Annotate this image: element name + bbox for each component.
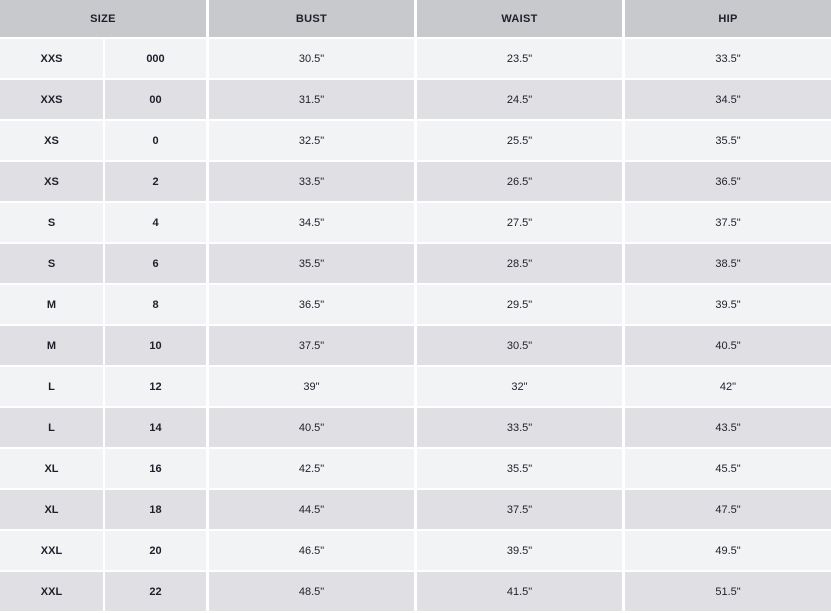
size-letter-cell: M — [0, 285, 105, 326]
table-row: XXS 000 30.5" 23.5" 33.5" — [0, 39, 831, 80]
waist-cell: 32" — [417, 367, 625, 408]
header-row: SIZE BUST WAIST HIP — [0, 0, 831, 39]
hip-cell: 47.5" — [625, 490, 831, 531]
size-number-cell: 20 — [105, 531, 209, 572]
size-letter-cell: L — [0, 367, 105, 408]
waist-cell: 33.5" — [417, 408, 625, 449]
hip-cell: 36.5" — [625, 162, 831, 203]
waist-cell: 39.5" — [417, 531, 625, 572]
bust-cell: 36.5" — [209, 285, 417, 326]
waist-cell: 27.5" — [417, 203, 625, 244]
size-letter-cell: M — [0, 326, 105, 367]
table-row: S 6 35.5" 28.5" 38.5" — [0, 244, 831, 285]
size-letter-cell: XS — [0, 162, 105, 203]
hip-cell: 38.5" — [625, 244, 831, 285]
size-number-cell: 6 — [105, 244, 209, 285]
waist-cell: 29.5" — [417, 285, 625, 326]
size-letter-cell: XS — [0, 121, 105, 162]
table-row: XXS 00 31.5" 24.5" 34.5" — [0, 80, 831, 121]
bust-cell: 44.5" — [209, 490, 417, 531]
size-number-cell: 00 — [105, 80, 209, 121]
bust-cell: 48.5" — [209, 572, 417, 613]
hip-cell: 40.5" — [625, 326, 831, 367]
table-row: XS 0 32.5" 25.5" 35.5" — [0, 121, 831, 162]
hip-cell: 33.5" — [625, 39, 831, 80]
table-row: L 14 40.5" 33.5" 43.5" — [0, 408, 831, 449]
header-waist: WAIST — [417, 0, 625, 39]
header-size: SIZE — [0, 0, 209, 39]
waist-cell: 41.5" — [417, 572, 625, 613]
bust-cell: 32.5" — [209, 121, 417, 162]
size-number-cell: 18 — [105, 490, 209, 531]
bust-cell: 34.5" — [209, 203, 417, 244]
bust-cell: 31.5" — [209, 80, 417, 121]
bust-cell: 30.5" — [209, 39, 417, 80]
size-number-cell: 2 — [105, 162, 209, 203]
size-letter-cell: XXL — [0, 531, 105, 572]
waist-cell: 28.5" — [417, 244, 625, 285]
size-number-cell: 14 — [105, 408, 209, 449]
size-letter-cell: S — [0, 203, 105, 244]
table-row: S 4 34.5" 27.5" 37.5" — [0, 203, 831, 244]
size-letter-cell: XXS — [0, 39, 105, 80]
waist-cell: 23.5" — [417, 39, 625, 80]
size-number-cell: 16 — [105, 449, 209, 490]
hip-cell: 43.5" — [625, 408, 831, 449]
table-row: XS 2 33.5" 26.5" 36.5" — [0, 162, 831, 203]
header-bust: BUST — [209, 0, 417, 39]
waist-cell: 35.5" — [417, 449, 625, 490]
bust-cell: 42.5" — [209, 449, 417, 490]
size-letter-cell: XL — [0, 449, 105, 490]
hip-cell: 37.5" — [625, 203, 831, 244]
table-row: XXL 20 46.5" 39.5" 49.5" — [0, 531, 831, 572]
size-number-cell: 8 — [105, 285, 209, 326]
bust-cell: 33.5" — [209, 162, 417, 203]
table-row: XXL 22 48.5" 41.5" 51.5" — [0, 572, 831, 613]
hip-cell: 34.5" — [625, 80, 831, 121]
hip-cell: 39.5" — [625, 285, 831, 326]
size-letter-cell: XXL — [0, 572, 105, 613]
table-row: XL 16 42.5" 35.5" 45.5" — [0, 449, 831, 490]
size-number-cell: 4 — [105, 203, 209, 244]
waist-cell: 30.5" — [417, 326, 625, 367]
size-letter-cell: L — [0, 408, 105, 449]
size-number-cell: 000 — [105, 39, 209, 80]
size-number-cell: 12 — [105, 367, 209, 408]
size-number-cell: 22 — [105, 572, 209, 613]
hip-cell: 51.5" — [625, 572, 831, 613]
table-row: XL 18 44.5" 37.5" 47.5" — [0, 490, 831, 531]
table-row: L 12 39" 32" 42" — [0, 367, 831, 408]
bust-cell: 40.5" — [209, 408, 417, 449]
size-letter-cell: XXS — [0, 80, 105, 121]
hip-cell: 42" — [625, 367, 831, 408]
size-number-cell: 0 — [105, 121, 209, 162]
bust-cell: 37.5" — [209, 326, 417, 367]
waist-cell: 37.5" — [417, 490, 625, 531]
table-row: M 10 37.5" 30.5" 40.5" — [0, 326, 831, 367]
size-number-cell: 10 — [105, 326, 209, 367]
header-hip: HIP — [625, 0, 831, 39]
waist-cell: 24.5" — [417, 80, 625, 121]
hip-cell: 35.5" — [625, 121, 831, 162]
bust-cell: 46.5" — [209, 531, 417, 572]
table-row: M 8 36.5" 29.5" 39.5" — [0, 285, 831, 326]
waist-cell: 25.5" — [417, 121, 625, 162]
hip-cell: 45.5" — [625, 449, 831, 490]
bust-cell: 39" — [209, 367, 417, 408]
size-letter-cell: XL — [0, 490, 105, 531]
size-letter-cell: S — [0, 244, 105, 285]
waist-cell: 26.5" — [417, 162, 625, 203]
hip-cell: 49.5" — [625, 531, 831, 572]
bust-cell: 35.5" — [209, 244, 417, 285]
